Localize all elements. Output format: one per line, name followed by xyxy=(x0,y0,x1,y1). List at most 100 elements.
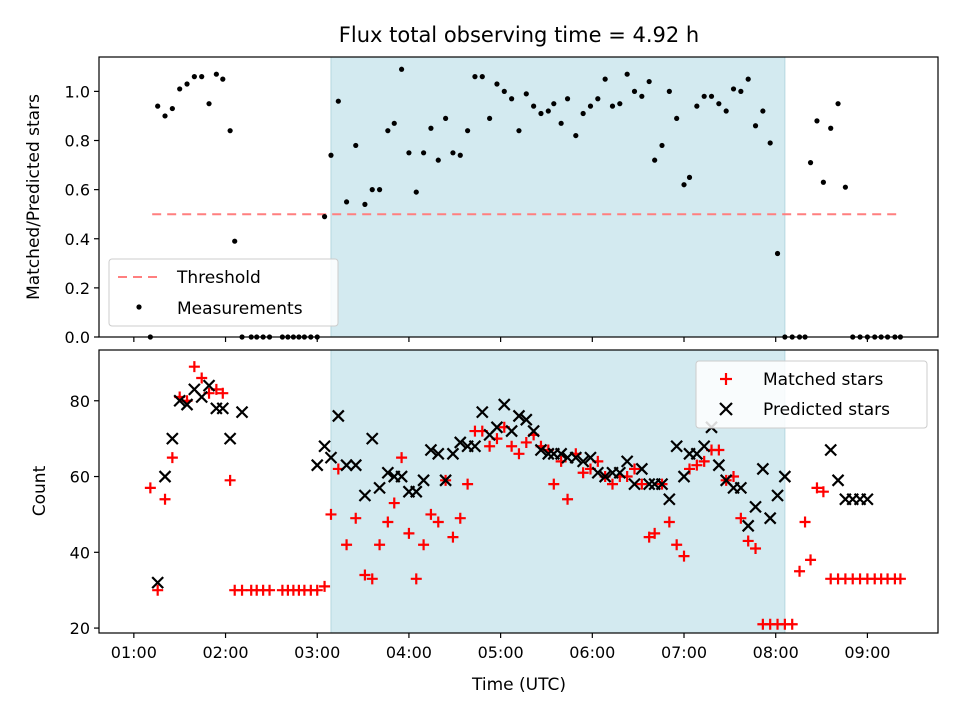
matched-star-point xyxy=(166,452,178,464)
matched-star-point xyxy=(341,539,353,551)
measurement-point xyxy=(686,174,693,180)
predicted-star-point xyxy=(712,458,726,472)
top-panel: 0.0 0.2 0.4 0.6 0.8 1.0 Matched/Predicted sta… xyxy=(24,56,939,347)
measurement-point xyxy=(573,132,579,139)
matched-star-point xyxy=(418,539,430,551)
measurement-point xyxy=(716,101,722,107)
matched-star-point xyxy=(894,573,906,585)
measurement-point xyxy=(457,152,463,158)
predicted-star-point xyxy=(235,405,249,419)
legend-measurements-label: Measurements xyxy=(177,299,303,319)
predicted-star-point xyxy=(628,477,641,491)
predicted-star-point xyxy=(569,451,583,464)
y-tick-label: 0.4 xyxy=(65,230,90,249)
predicted-star-point xyxy=(431,447,445,461)
x-tick-label: 07:00 xyxy=(661,643,707,662)
matched-star-point xyxy=(606,478,618,490)
predicted-star-point xyxy=(216,402,230,415)
predicted-star-point xyxy=(741,519,755,533)
matched-star-point xyxy=(447,531,459,543)
measurement-point xyxy=(523,91,529,97)
measurement-point xyxy=(730,86,737,92)
x-tick-label: 02:00 xyxy=(202,643,248,662)
measurement-point xyxy=(406,150,412,156)
measurement-point xyxy=(723,108,729,114)
predicted-star-point xyxy=(598,470,612,483)
measurement-point xyxy=(767,140,773,146)
bottom-y-ticks: 20 40 60 80 xyxy=(70,392,99,638)
matched-star-point xyxy=(513,448,525,460)
matched-star-point xyxy=(462,478,474,490)
top-plot-frame xyxy=(98,56,939,338)
matched-star-point xyxy=(691,459,703,471)
measurement-point xyxy=(420,150,427,156)
y-tick-label: 0.0 xyxy=(65,328,90,347)
matched-star-point xyxy=(196,372,208,384)
measurement-point xyxy=(177,86,183,92)
measurement-point xyxy=(487,115,493,122)
y-tick-label: 0.8 xyxy=(65,132,90,151)
matched-star-point xyxy=(548,478,560,490)
x-tick-label: 04:00 xyxy=(386,643,432,662)
predicted-star-point xyxy=(655,477,669,491)
legend-predicted-swatch xyxy=(719,402,733,416)
measurement-point xyxy=(428,125,434,131)
matched-star-point xyxy=(264,584,276,596)
measurement-point xyxy=(564,96,571,102)
matched-star-point xyxy=(159,493,171,505)
predicted-star-point xyxy=(409,485,423,498)
measurement-point xyxy=(624,71,630,77)
measurement-point xyxy=(842,184,848,190)
measurement-point xyxy=(617,101,623,107)
predicted-star-point xyxy=(778,470,792,483)
measurement-point xyxy=(694,103,700,109)
matched-star-point xyxy=(236,584,248,596)
legend-matched-swatch xyxy=(720,373,732,385)
bottom-legend: Matched stars Predicted stars xyxy=(695,360,928,429)
matched-star-point xyxy=(350,512,362,524)
measurement-point xyxy=(701,93,707,99)
matched-star-point xyxy=(713,444,725,456)
matched-star-point xyxy=(366,573,378,585)
top-legend-box xyxy=(108,258,339,327)
measurement-point xyxy=(443,115,449,122)
predicted-star-point xyxy=(527,424,540,438)
matched-star-point xyxy=(742,535,754,547)
y-tick-label: 60 xyxy=(70,468,90,487)
chart-title: Flux total observing time = 4.92 h xyxy=(339,23,699,47)
measurement-point xyxy=(531,103,537,109)
matched-star-point xyxy=(577,467,589,479)
predicted-star-point xyxy=(576,455,590,468)
legend-measurement-swatch xyxy=(136,304,142,310)
predicted-star-point xyxy=(505,424,518,438)
measurement-point xyxy=(472,74,478,80)
y-tick-label: 20 xyxy=(70,619,90,638)
predicted-star-point xyxy=(861,492,874,506)
matched-star-point xyxy=(671,539,683,551)
measurement-point xyxy=(509,96,515,102)
matched-star-point xyxy=(506,440,518,452)
measurement-point xyxy=(328,152,334,158)
predicted-star-point xyxy=(771,489,784,502)
legend-threshold-label: Threshold xyxy=(176,268,261,288)
matched-star-point xyxy=(817,486,829,498)
measurement-point xyxy=(199,74,205,80)
predicted-star-point xyxy=(310,458,324,472)
matched-star-point xyxy=(410,573,422,585)
predicted-star-point xyxy=(635,462,649,476)
bottom-plot-frame xyxy=(98,349,939,634)
matched-star-point xyxy=(684,463,696,475)
x-tick-label: 08:00 xyxy=(753,643,799,662)
predicted-star-point xyxy=(763,511,777,525)
matched-star-point xyxy=(799,516,811,528)
predicted-star-point xyxy=(468,439,482,453)
predicted-star-point xyxy=(476,405,489,419)
measurement-point xyxy=(385,128,391,134)
matched-star-point xyxy=(144,482,156,494)
predicted-star-point xyxy=(349,458,363,472)
matched-star-point xyxy=(425,508,437,520)
matched-star-point xyxy=(382,516,394,528)
predicted-star-point xyxy=(591,466,605,480)
measurement-point xyxy=(479,74,485,80)
